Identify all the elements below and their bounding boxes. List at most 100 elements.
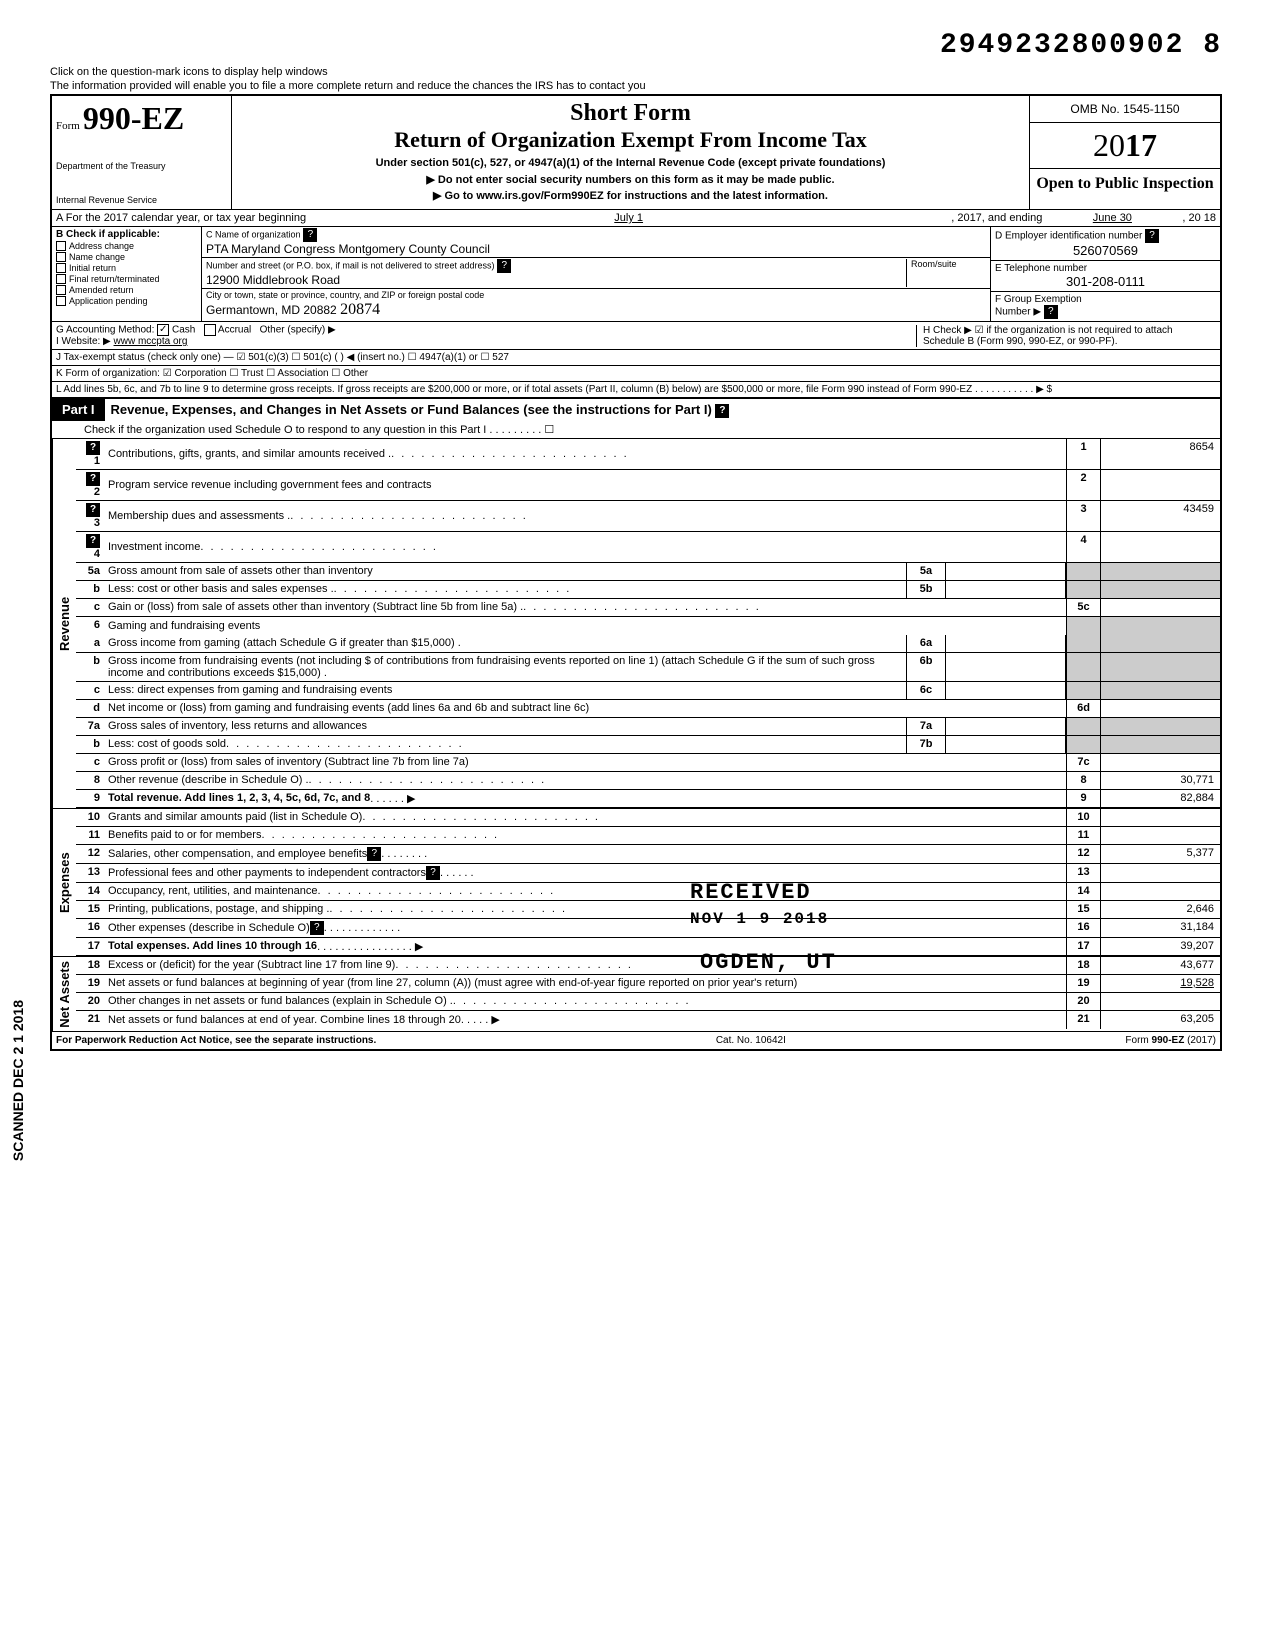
header-right: OMB No. 1545-1150 2017 Open to Public In… — [1030, 96, 1220, 209]
line-7b-text: Less: cost of goods sold — [104, 736, 906, 753]
dln-number: 2949232800902 8 — [50, 30, 1222, 61]
help-icon[interactable]: ? — [1044, 305, 1058, 319]
line-3-text: Membership dues and assessments . — [104, 501, 1066, 531]
b-item-3: Final return/terminated — [69, 274, 160, 284]
line-5a-text: Gross amount from sale of assets other t… — [104, 563, 906, 580]
help-icon[interactable]: ? — [310, 921, 324, 935]
line-21-text: Net assets or fund balances at end of ye… — [104, 1011, 1066, 1029]
box-b: B Check if applicable: Address change Na… — [52, 227, 202, 321]
checkbox-accrual[interactable] — [204, 324, 216, 336]
line-5c-text: Gain or (loss) from sale of assets other… — [104, 599, 1066, 616]
box-c: C Name of organization ? PTA Maryland Co… — [202, 227, 990, 321]
row-a-calendar: A For the 2017 calendar year, or tax yea… — [52, 210, 1220, 227]
e-label: E Telephone number — [995, 263, 1087, 274]
help-icon[interactable]: ? — [497, 259, 511, 273]
f-label: F Group Exemption — [995, 294, 1082, 305]
line-12-val: 5,377 — [1100, 845, 1220, 863]
line-2-val — [1100, 470, 1220, 500]
help-icon[interactable]: ? — [86, 472, 100, 486]
c-city-label: City or town, state or province, country… — [206, 290, 484, 300]
box-def: D Employer identification number ? 52607… — [990, 227, 1220, 321]
under-section: Under section 501(c), 527, or 4947(a)(1)… — [240, 157, 1021, 169]
line-6d-val — [1100, 700, 1220, 717]
entity-block: B Check if applicable: Address change Na… — [52, 227, 1220, 322]
help-icon[interactable]: ? — [1145, 229, 1159, 243]
row-a-label: A For the 2017 calendar year, or tax yea… — [56, 212, 306, 224]
help-icon[interactable]: ? — [86, 503, 100, 517]
website-url: www mccpta org — [114, 336, 188, 347]
line-15-val: 2,646 — [1100, 901, 1220, 918]
received-stamp: RECEIVED — [690, 880, 812, 905]
footer-cat: Cat. No. 10642I — [716, 1035, 786, 1046]
line-8-val: 30,771 — [1100, 772, 1220, 789]
line-9-val: 82,884 — [1100, 790, 1220, 807]
help-icon[interactable]: ? — [86, 534, 100, 548]
line-7a-text: Gross sales of inventory, less returns a… — [104, 718, 906, 735]
part-1-title: Revenue, Expenses, and Changes in Net As… — [105, 398, 1220, 421]
line-14-val — [1100, 883, 1220, 900]
form-container: Form 990-EZ Department of the Treasury I… — [50, 94, 1222, 1051]
line-20-val — [1100, 993, 1220, 1010]
netassets-section: Net Assets 18Excess or (deficit) for the… — [52, 956, 1220, 1032]
form-footer: For Paperwork Reduction Act Notice, see … — [52, 1031, 1220, 1049]
tax-year: 2017 — [1030, 123, 1220, 169]
help-icon[interactable]: ? — [367, 847, 381, 861]
help-icon[interactable]: ? — [715, 404, 729, 418]
line-h: H Check ▶ ☑ if the organization is not r… — [916, 325, 1216, 347]
row-a-endyear: , 20 18 — [1182, 212, 1216, 224]
b-item-1: Name change — [69, 252, 125, 262]
checkbox-address-change[interactable] — [56, 241, 66, 251]
checkbox-app-pending[interactable] — [56, 296, 66, 306]
checkbox-cash[interactable]: ✓ — [157, 324, 169, 336]
warn-ssn: ▶ Do not enter social security numbers o… — [240, 173, 1021, 186]
line-19-val: 19,528 — [1100, 975, 1220, 992]
line-21-val: 63,205 — [1100, 1011, 1220, 1029]
received-date-stamp: NOV 1 9 2018 — [690, 910, 829, 928]
checkbox-amended[interactable] — [56, 285, 66, 295]
netassets-label: Net Assets — [52, 957, 76, 1032]
b-item-2: Initial return — [69, 263, 116, 273]
checkbox-initial-return[interactable] — [56, 263, 66, 273]
box-b-head: B Check if applicable: — [56, 229, 197, 240]
revenue-section: Revenue ? 1Contributions, gifts, grants,… — [52, 439, 1220, 808]
form-number: 990-EZ — [83, 100, 184, 136]
line-i-label: I Website: ▶ — [56, 336, 111, 347]
line-4-val — [1100, 532, 1220, 562]
line-16-val: 31,184 — [1100, 919, 1220, 937]
checkbox-final-return[interactable] — [56, 274, 66, 284]
checkbox-name-change[interactable] — [56, 252, 66, 262]
footer-left: For Paperwork Reduction Act Notice, see … — [56, 1035, 376, 1046]
line-13-text: Professional fees and other payments to … — [104, 864, 1066, 882]
ein: 526070569 — [995, 243, 1216, 258]
line-10-val — [1100, 809, 1220, 826]
line-9-text: Total revenue. Add lines 1, 2, 3, 4, 5c,… — [104, 790, 1066, 807]
line-6d-text: Net income or (loss) from gaming and fun… — [104, 700, 1066, 717]
line-1-text: Contributions, gifts, grants, and simila… — [104, 439, 1066, 469]
line-20-text: Other changes in net assets or fund bala… — [104, 993, 1066, 1010]
expenses-section: Expenses 10Grants and similar amounts pa… — [52, 808, 1220, 956]
line-17-text: Total expenses. Add lines 10 through 16 … — [104, 938, 1066, 955]
ogden-stamp: OGDEN, UT — [700, 950, 837, 975]
line-j: J Tax-exempt status (check only one) — ☑… — [52, 350, 1220, 366]
line-7c-text: Gross profit or (loss) from sales of inv… — [104, 754, 1066, 771]
short-form-title: Short Form — [240, 100, 1021, 127]
return-title: Return of Organization Exempt From Incom… — [240, 127, 1021, 153]
footer-right: Form 990-EZ (2017) — [1125, 1035, 1216, 1046]
cash-label: Cash — [172, 325, 195, 336]
help-icon[interactable]: ? — [86, 441, 100, 455]
line-6c-box: 6c — [906, 682, 946, 699]
b-item-0: Address change — [69, 241, 134, 251]
header-left: Form 990-EZ Department of the Treasury I… — [52, 96, 232, 209]
line-1-val: 8654 — [1100, 439, 1220, 469]
f-label2: Number ▶ — [995, 307, 1041, 318]
line-12-text: Salaries, other compensation, and employ… — [104, 845, 1066, 863]
city-state-zip: Germantown, MD 20882 20874 — [206, 303, 380, 317]
help-icon[interactable]: ? — [426, 866, 440, 880]
line-11-val — [1100, 827, 1220, 844]
line-6a-text: Gross income from gaming (attach Schedul… — [104, 635, 906, 652]
help-icon[interactable]: ? — [303, 228, 317, 242]
omb-number: OMB No. 1545-1150 — [1030, 96, 1220, 123]
street-address: 12900 Middlebrook Road — [206, 273, 340, 287]
line-15-text: Printing, publications, postage, and shi… — [104, 901, 1066, 918]
line-l: L Add lines 5b, 6c, and 7b to line 9 to … — [52, 382, 1220, 398]
